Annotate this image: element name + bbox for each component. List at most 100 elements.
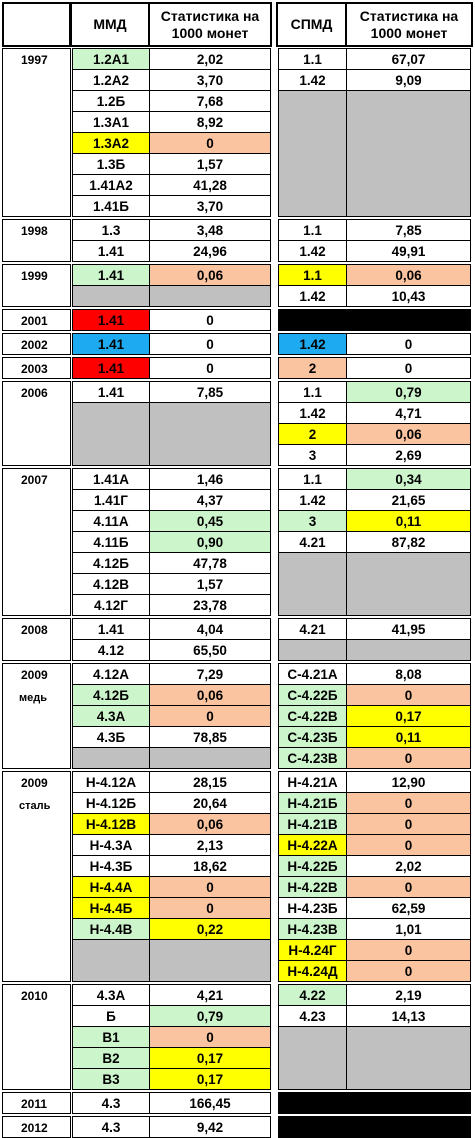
- year-cell: 1997: [2, 48, 71, 217]
- spmd-cell: Н-4.21В: [278, 813, 347, 835]
- spmd-stat-cell: 4,71: [346, 402, 471, 424]
- mmd-cell: Н-4.12В: [72, 813, 150, 835]
- spmd-cell: Н-4.22Б: [278, 855, 347, 877]
- mmd-stat-cell: 0,22: [149, 918, 271, 940]
- header-blank: [2, 2, 71, 47]
- mmd-stat-cell: 0: [149, 333, 271, 355]
- mmd-stat-cell: 0,06: [149, 684, 271, 706]
- year-cell: 2006: [2, 381, 71, 466]
- spmd-cell: 1.42: [278, 240, 347, 262]
- year-label: 2011: [21, 1097, 48, 1111]
- mmd-cell: Н-4.4В: [72, 918, 150, 940]
- mmd-cell: 1.41: [72, 357, 150, 379]
- mmd-stat-cell: 0,45: [149, 510, 271, 532]
- year-label: 2001: [21, 314, 48, 328]
- blank-cell: [346, 639, 471, 661]
- year-label: 2012: [21, 1121, 48, 1135]
- blank-cell: [346, 1116, 471, 1138]
- year-cell: 1998: [2, 219, 71, 262]
- header-mmd-stat: Статистика на 1000 монет: [148, 2, 272, 47]
- spmd-cell: 1.42: [278, 69, 347, 91]
- spmd-stat-cell: 8,08: [346, 663, 471, 685]
- year-cell: 2009 сталь: [2, 771, 71, 982]
- year-cell: 2008: [2, 618, 71, 661]
- spmd-cell: 3: [278, 510, 347, 532]
- spmd-stat-cell: 0,11: [346, 726, 471, 748]
- mmd-cell: 1.41: [72, 264, 150, 286]
- mmd-cell: 1.41А2: [72, 174, 150, 196]
- mmd-stat-cell: 0,17: [149, 1047, 271, 1069]
- mmd-cell: 1.3Б: [72, 153, 150, 175]
- blank-cell: [346, 552, 471, 616]
- year-note: медь: [19, 692, 47, 704]
- spmd-stat-cell: 0: [346, 813, 471, 835]
- mmd-stat-cell: 0: [149, 876, 271, 898]
- spmd-cell: С-4.23В: [278, 747, 347, 769]
- mmd-cell: В1: [72, 1026, 150, 1048]
- year-label: 2009: [21, 776, 48, 790]
- spmd-cell: Н-4.21А: [278, 771, 347, 793]
- mmd-stat-cell: 0: [149, 1026, 271, 1048]
- spmd-cell: 4.23: [278, 1005, 347, 1027]
- mmd-cell: 1.3А1: [72, 111, 150, 133]
- blank-cell: [346, 309, 471, 331]
- mmd-cell: Б: [72, 1005, 150, 1027]
- spmd-stat-cell: 0,11: [346, 510, 471, 532]
- blank-cell: [278, 639, 347, 661]
- mmd-stat-cell: 7,68: [149, 90, 271, 112]
- spmd-cell: 1.42: [278, 285, 347, 307]
- spmd-cell: 4.22: [278, 984, 347, 1006]
- year-label: 2009: [21, 668, 48, 682]
- mmd-cell: 4.3: [72, 1092, 150, 1114]
- year-cell: 2001: [2, 309, 71, 331]
- spmd-stat-cell: 0: [346, 834, 471, 856]
- header-spmd-stat: Статистика на 1000 монет: [345, 2, 473, 47]
- year-label: 1998: [21, 224, 48, 238]
- spmd-cell: 2: [278, 423, 347, 445]
- spmd-cell: 2: [278, 357, 347, 379]
- mmd-stat-cell: 23,78: [149, 594, 271, 616]
- spmd-stat-cell: 2,02: [346, 855, 471, 877]
- year-label: 2003: [21, 362, 48, 376]
- mmd-stat-cell: 0,79: [149, 1005, 271, 1027]
- blank-cell: [278, 552, 347, 616]
- mmd-cell: 4.12Б: [72, 684, 150, 706]
- year-label: 2006: [21, 386, 48, 400]
- spmd-stat-cell: 10,43: [346, 285, 471, 307]
- blank-cell: [278, 90, 347, 217]
- spmd-stat-cell: 87,82: [346, 531, 471, 553]
- mmd-cell: 4.11Б: [72, 531, 150, 553]
- mmd-cell: 4.12В: [72, 573, 150, 595]
- spmd-stat-cell: 0: [346, 960, 471, 982]
- spmd-cell: 4.21: [278, 618, 347, 640]
- blank-cell: [278, 309, 347, 331]
- mmd-stat-cell: 166,45: [149, 1092, 271, 1114]
- year-label: 1999: [21, 269, 48, 283]
- header-mmd: ММД: [70, 2, 150, 47]
- mmd-stat-cell: 18,62: [149, 855, 271, 877]
- mmd-cell: 1.41Б: [72, 195, 150, 217]
- blank-cell: [346, 1092, 471, 1114]
- spmd-stat-cell: 2,19: [346, 984, 471, 1006]
- spmd-stat-cell: 7,85: [346, 219, 471, 241]
- spmd-stat-cell: 0,79: [346, 381, 471, 403]
- mmd-cell: 4.11А: [72, 510, 150, 532]
- year-cell: 2011: [2, 1092, 71, 1114]
- blank-cell: [72, 285, 150, 307]
- mmd-cell: Н-4.4А: [72, 876, 150, 898]
- mmd-cell: Н-4.4Б: [72, 897, 150, 919]
- spmd-cell: 1.42: [278, 333, 347, 355]
- blank-cell: [72, 747, 150, 769]
- mmd-cell: 1.41: [72, 618, 150, 640]
- mmd-stat-cell: 24,96: [149, 240, 271, 262]
- spmd-stat-cell: 1,01: [346, 918, 471, 940]
- mmd-cell: 4.12Г: [72, 594, 150, 616]
- mmd-stat-cell: 4,37: [149, 489, 271, 511]
- mmd-stat-cell: 65,50: [149, 639, 271, 661]
- mmd-stat-cell: 9,42: [149, 1116, 271, 1138]
- header-spmd: СПМД: [276, 2, 347, 47]
- spmd-cell: Н-4.21Б: [278, 792, 347, 814]
- mmd-stat-cell: 0,17: [149, 1068, 271, 1090]
- year-label: 2008: [21, 623, 48, 637]
- mmd-cell: 4.3А: [72, 984, 150, 1006]
